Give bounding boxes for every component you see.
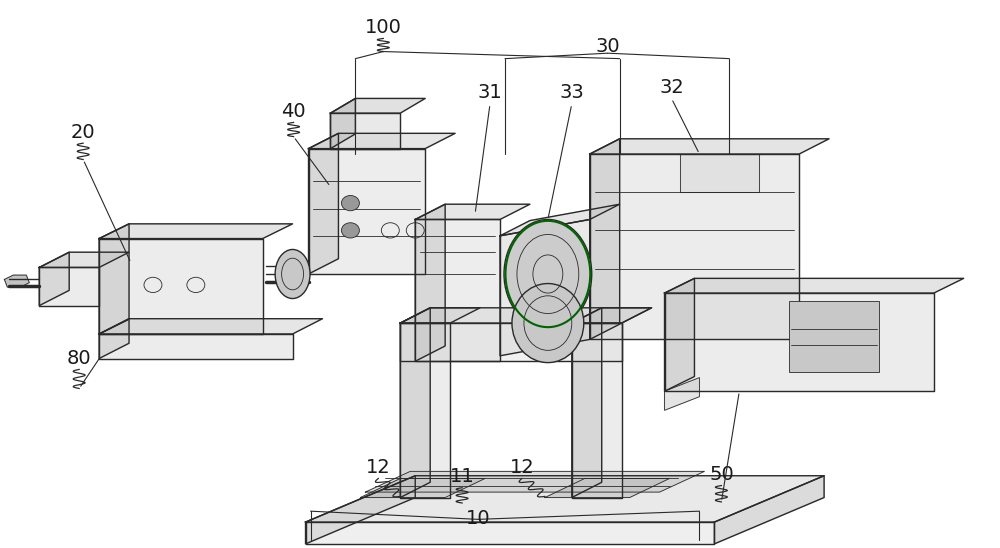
Polygon shape [572, 308, 602, 498]
Polygon shape [306, 476, 824, 522]
Polygon shape [400, 323, 622, 361]
Polygon shape [365, 471, 704, 492]
Polygon shape [545, 478, 670, 498]
Polygon shape [4, 275, 29, 287]
Polygon shape [500, 204, 620, 236]
Polygon shape [400, 308, 430, 498]
Polygon shape [400, 308, 652, 323]
Polygon shape [360, 478, 485, 498]
Text: 11: 11 [450, 467, 474, 486]
Polygon shape [306, 522, 714, 544]
Polygon shape [99, 334, 293, 358]
Polygon shape [99, 224, 293, 238]
Ellipse shape [275, 249, 310, 299]
Ellipse shape [512, 283, 584, 363]
Text: 31: 31 [478, 83, 502, 102]
Polygon shape [330, 113, 400, 149]
Polygon shape [330, 99, 425, 113]
Polygon shape [714, 476, 824, 544]
Text: 80: 80 [67, 349, 91, 368]
Polygon shape [309, 133, 455, 149]
Polygon shape [665, 293, 934, 391]
Polygon shape [572, 308, 652, 323]
Polygon shape [665, 278, 964, 293]
Polygon shape [590, 139, 829, 154]
Text: 40: 40 [281, 102, 306, 121]
Polygon shape [99, 238, 263, 334]
Polygon shape [500, 220, 590, 356]
Ellipse shape [504, 220, 592, 328]
Text: 50: 50 [709, 465, 734, 484]
Polygon shape [99, 319, 129, 358]
Polygon shape [330, 99, 355, 149]
Polygon shape [39, 267, 99, 306]
Ellipse shape [341, 222, 359, 238]
Text: 10: 10 [466, 509, 490, 528]
Polygon shape [415, 220, 500, 361]
Polygon shape [572, 323, 622, 498]
Polygon shape [309, 149, 425, 274]
Text: 12: 12 [366, 458, 391, 477]
Polygon shape [415, 204, 445, 361]
Polygon shape [590, 154, 799, 339]
Text: 20: 20 [71, 123, 95, 142]
Bar [789, 301, 879, 372]
Polygon shape [665, 378, 699, 410]
Polygon shape [400, 323, 450, 498]
Text: 33: 33 [559, 83, 584, 102]
Polygon shape [306, 476, 415, 544]
Ellipse shape [341, 196, 359, 211]
Polygon shape [39, 252, 129, 267]
Polygon shape [99, 224, 129, 334]
Polygon shape [39, 252, 69, 306]
Polygon shape [590, 139, 620, 339]
Text: 32: 32 [659, 78, 684, 97]
Text: 12: 12 [510, 458, 534, 477]
Polygon shape [665, 278, 694, 391]
Text: 100: 100 [365, 18, 402, 37]
Polygon shape [99, 319, 322, 334]
Polygon shape [680, 154, 759, 192]
Text: 30: 30 [595, 37, 620, 55]
Polygon shape [400, 308, 480, 323]
Polygon shape [415, 204, 530, 220]
Polygon shape [309, 133, 338, 274]
